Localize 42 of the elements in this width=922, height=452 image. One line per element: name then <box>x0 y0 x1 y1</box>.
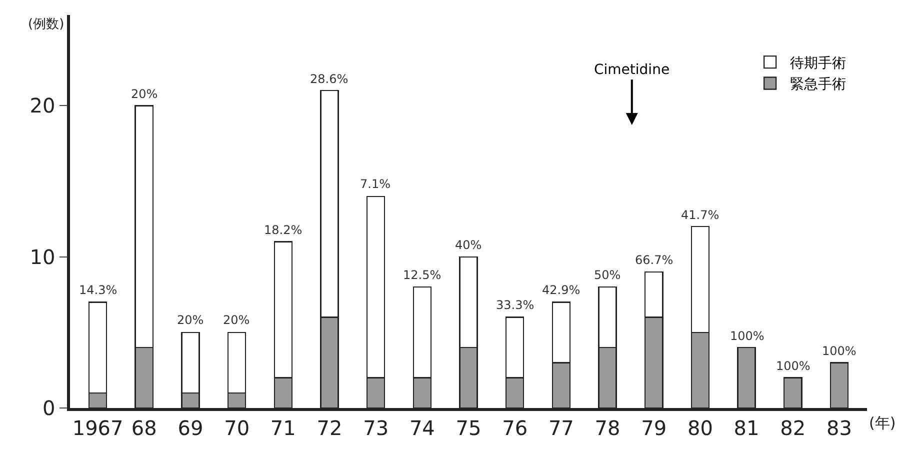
annotation: 100% <box>776 359 810 373</box>
x-tick-label: 79 <box>641 416 667 440</box>
annotation: 41.7% <box>681 208 720 222</box>
annotation: 66.7% <box>635 253 674 267</box>
y-axis-title: (例数) <box>28 17 64 32</box>
x-tick-label: 78 <box>594 416 620 440</box>
x-tick-label: 72 <box>316 416 342 440</box>
annotation: 100% <box>730 329 764 343</box>
x-tick-label: 68 <box>131 416 157 440</box>
x-tick-label: 69 <box>178 416 204 440</box>
x-tick-label: 1967 <box>72 416 124 440</box>
x-tick-label: 74 <box>409 416 435 440</box>
annotation: 100% <box>822 344 856 358</box>
annotation: 28.6% <box>310 72 348 86</box>
annotation: 33.3% <box>496 298 534 312</box>
x-tick-label: 73 <box>363 416 389 440</box>
x-axis-title: (年) <box>869 414 896 432</box>
x-tick-label: 75 <box>456 416 482 440</box>
x-tick-label: 82 <box>780 416 806 440</box>
y-tick-label: 0 <box>42 396 56 420</box>
y-tick-label: 20 <box>30 94 56 118</box>
annotation: 50% <box>594 268 621 282</box>
annotation: 42.9% <box>542 283 580 297</box>
x-tick-label: 80 <box>687 416 713 440</box>
x-tick-label: 81 <box>734 416 760 440</box>
x-tick-label: 76 <box>502 416 528 440</box>
annotation: 12.5% <box>403 268 442 282</box>
x-tick-label: 83 <box>826 416 852 440</box>
annotation: 18.2% <box>264 223 302 237</box>
x-tick-label: 70 <box>224 416 250 440</box>
annotation: 40% <box>455 238 482 252</box>
x-tick-label: 71 <box>270 416 296 440</box>
legend-label: 待期手術 <box>790 56 846 72</box>
annotation: 20% <box>131 87 158 101</box>
annotation: Cimetidine <box>594 62 670 78</box>
legend-label: 緊急手術 <box>790 76 846 93</box>
annotation: 20% <box>223 313 250 327</box>
y-tick-label: 10 <box>30 244 56 269</box>
annotation: 7.1% <box>360 177 390 191</box>
annotation: 20% <box>177 313 204 327</box>
annotation: 14.3% <box>79 283 118 297</box>
x-tick-label: 77 <box>548 416 574 440</box>
